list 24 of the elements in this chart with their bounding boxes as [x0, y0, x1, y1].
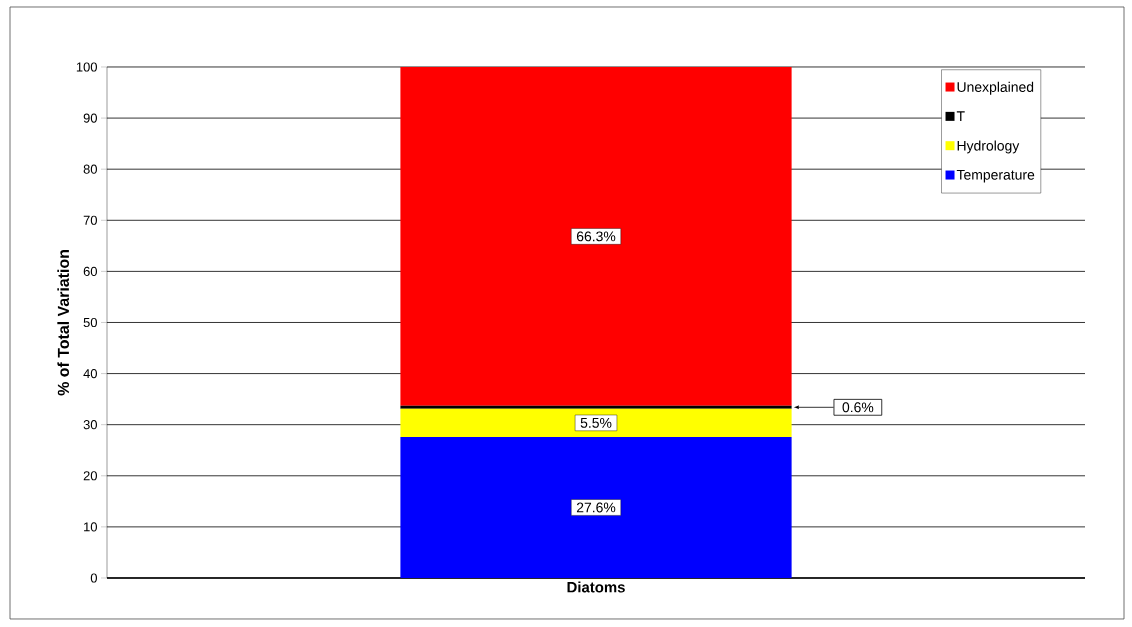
legend-label: Unexplained — [957, 81, 1034, 95]
x-tick-label: Diatoms — [567, 581, 625, 593]
data-label: 5.5% — [580, 417, 612, 428]
data-label: 66.3% — [576, 231, 616, 242]
legend-label: T — [956, 111, 965, 121]
bar — [400, 408, 792, 437]
y-tick-label: 100 — [76, 62, 97, 72]
y-tick-label: 40 — [83, 368, 97, 379]
y-tick-label: 0 — [90, 573, 97, 583]
data-label: 27.6% — [576, 502, 616, 513]
y-tick-label: 10 — [84, 522, 97, 532]
y-tick-label: 80 — [83, 164, 97, 174]
y-tick-label: 30 — [83, 420, 97, 430]
bar — [400, 436, 792, 578]
bar — [400, 66, 792, 406]
y-tick-label: 50 — [83, 317, 97, 328]
y-axis-title: % of Total Variation — [57, 250, 70, 396]
legend-label: Hydrology — [957, 140, 1020, 154]
y-tick-label: 90 — [83, 113, 97, 123]
y-tick-label: 20 — [83, 471, 97, 481]
y-tick-label: 60 — [83, 266, 97, 276]
data-label: 0.6% — [842, 402, 874, 413]
legend-label: Temperature — [956, 169, 1035, 183]
y-tick-label: 70 — [83, 215, 97, 225]
